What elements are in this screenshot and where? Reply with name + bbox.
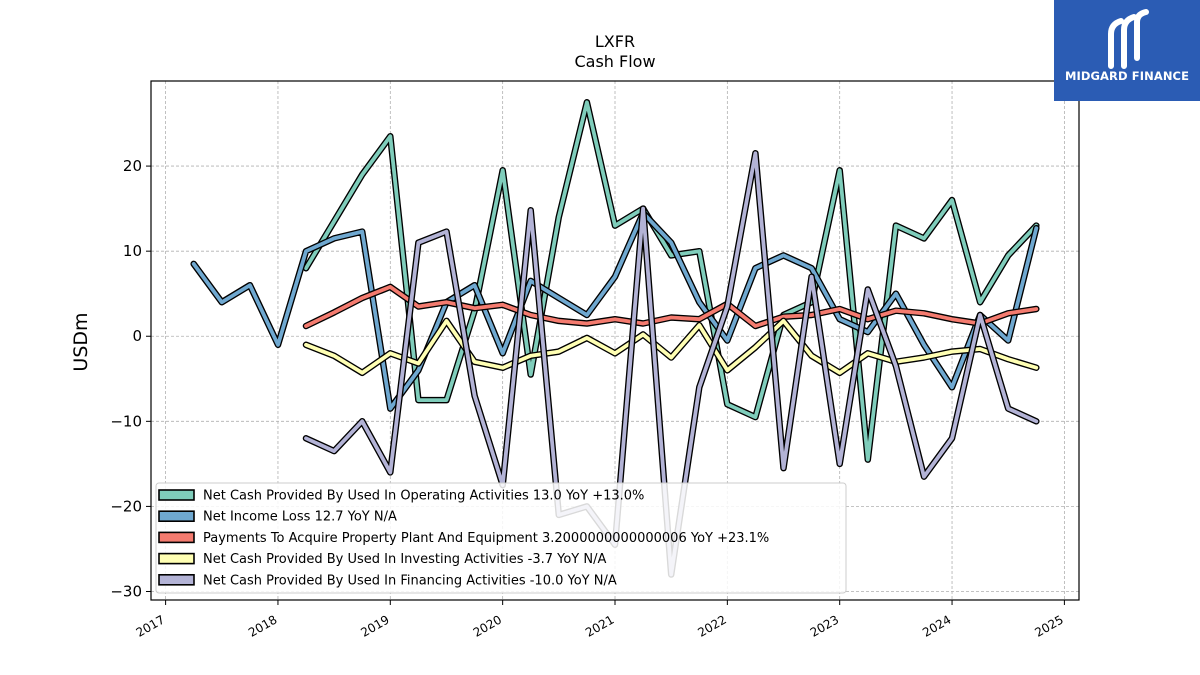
legend-swatch-1 xyxy=(158,510,195,523)
legend-box xyxy=(155,482,847,594)
legend-swatch-2 xyxy=(158,531,195,544)
y-tick-label: 0 xyxy=(132,327,142,345)
chart-subtitle: Cash Flow xyxy=(574,52,655,71)
y-axis-label: USDm xyxy=(70,312,92,371)
midgard-logo: MIDGARD FINANCE xyxy=(1054,0,1200,101)
y-tick-label: 20 xyxy=(123,157,142,175)
axes: 2017 2018 2019 2020 2021 2022 2023 2024 2025−30−… xyxy=(110,157,1066,640)
legend-swatch-3 xyxy=(158,552,195,565)
chart-title: LXFR xyxy=(595,32,635,51)
midgard-logo-icon xyxy=(1108,9,1149,69)
series-line-2 xyxy=(304,284,1039,328)
y-tick-label: −20 xyxy=(110,497,142,515)
series-line-1 xyxy=(191,210,1039,411)
y-tick-label: 10 xyxy=(123,242,142,260)
legend: Net Cash Provided By Used In Operating A… xyxy=(155,482,847,594)
y-tick-label: −10 xyxy=(110,412,142,430)
legend-swatch-0 xyxy=(158,489,195,501)
legend-label-3: Net Cash Provided By Used In Investing A… xyxy=(203,552,606,567)
legend-label-2: Payments To Acquire Property Plant And E… xyxy=(203,531,769,546)
series-line-3 xyxy=(304,318,1039,375)
legend-label-0: Net Cash Provided By Used In Operating A… xyxy=(203,489,644,504)
legend-label-4: Net Cash Provided By Used In Financing A… xyxy=(203,573,617,588)
brand-name: MIDGARD FINANCE xyxy=(1064,69,1190,83)
legend-swatch-4 xyxy=(158,573,195,586)
y-tick-label: −30 xyxy=(110,582,142,600)
legend-label-1: Net Income Loss 12.7 YoY N/A xyxy=(203,510,397,525)
series-line-0 xyxy=(304,100,1039,462)
